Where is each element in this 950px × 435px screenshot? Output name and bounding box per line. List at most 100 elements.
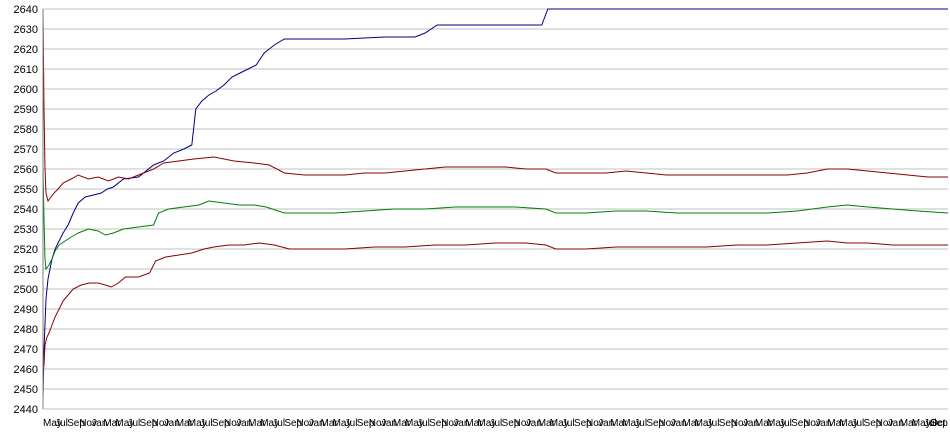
x-tick-label: May (115, 418, 134, 429)
y-tick-label: 2470 (14, 344, 38, 356)
x-tick-label: Jan (91, 418, 107, 429)
x-tick-label: Nov (152, 418, 170, 429)
x-tick-label: May (333, 418, 352, 429)
series-line-4 (42, 240, 948, 370)
x-tick-label: Jan (381, 418, 397, 429)
x-tick-label: Sep (864, 418, 882, 429)
x-tick-label: May (912, 418, 931, 429)
x-tick-label: Jul (272, 418, 285, 429)
x-tick-label: Mar (321, 418, 339, 429)
x-tick-label: Mar (610, 418, 628, 429)
x-tick-label: Mar (176, 418, 194, 429)
x-tick-label: Jul (924, 418, 937, 429)
x-tick-label: Oct (930, 418, 946, 429)
x-tick-label: May (550, 418, 569, 429)
series-line-3 (42, 166, 949, 271)
x-tick-label: May (260, 418, 279, 429)
x-tick-label: Nov (876, 418, 894, 429)
x-tick-label: Nov (731, 418, 749, 429)
x-tick-label: Sep (67, 418, 85, 429)
y-tick-label: 2460 (14, 364, 38, 376)
x-tick-label: Sep (284, 418, 302, 429)
x-tick-label: Jul (127, 418, 140, 429)
x-tick-label: May (188, 418, 207, 429)
x-tick-label: Jul (851, 418, 864, 429)
x-tick-label: Mar (755, 418, 773, 429)
x-tick-label: Nov (586, 418, 604, 429)
x-tick-label: Jan (453, 418, 469, 429)
x-tick-label: Mar (683, 418, 701, 429)
x-tick-label: Nov (803, 418, 821, 429)
x-tick-label: Jan (526, 418, 542, 429)
y-tick-label: 2440 (14, 404, 38, 416)
y-tick-label: 2500 (14, 284, 38, 296)
series-line-2 (42, 8, 948, 203)
x-tick-label: Nov (296, 418, 314, 429)
y-gridlines (43, 8, 948, 410)
y-tick-label: 2550 (14, 184, 38, 196)
x-tick-label: May (405, 418, 424, 429)
x-tick-label: Sep (930, 418, 948, 429)
x-tick-label: Jul (200, 418, 213, 429)
x-tick-label: Sep (791, 418, 809, 429)
y-tick-label: 2560 (14, 164, 38, 176)
y-tick-label: 2540 (14, 204, 38, 216)
x-tick-label: Nov (224, 418, 242, 429)
y-tick-label: 2520 (14, 244, 38, 256)
y-tick-label: 2490 (14, 304, 38, 316)
y-tick-label: 2530 (14, 224, 38, 236)
x-tick-label: May (622, 418, 641, 429)
x-tick-label: Mar (900, 418, 918, 429)
x-tick-label: Jul (779, 418, 792, 429)
x-tick-label: Mar (465, 418, 483, 429)
x-tick-label: Nov (441, 418, 459, 429)
x-tick-label: May (477, 418, 496, 429)
x-tick-label: Sep (719, 418, 737, 429)
x-tick-label: Nov (79, 418, 97, 429)
y-tick-label: 2620 (14, 44, 38, 56)
x-tick-label: Mar (103, 418, 121, 429)
x-tick-label: Mar (248, 418, 266, 429)
x-tick-label: Jan (815, 418, 831, 429)
x-tick-label: Jul (562, 418, 575, 429)
x-tick-label: Mar (538, 418, 556, 429)
x-tick-label: Jan (308, 418, 324, 429)
y-tick-label: 2480 (14, 324, 38, 336)
y-tick-label: 2450 (14, 384, 38, 396)
x-tick-label: Sep (357, 418, 375, 429)
y-tick-label: 2510 (14, 264, 38, 276)
x-tick-label: Jul (489, 418, 502, 429)
x-tick-label: May (43, 418, 62, 429)
x-tick-label: Jan (743, 418, 759, 429)
x-tick-label: Jan (598, 418, 614, 429)
x-tick-label: Mar (827, 418, 845, 429)
y-tick-label: 2630 (14, 24, 38, 36)
y-tick-label: 2600 (14, 84, 38, 96)
x-tick-label: Jan (888, 418, 904, 429)
x-tick-label: Jul (707, 418, 720, 429)
x-tick-label: Sep (429, 418, 447, 429)
x-tick-label: Nov (369, 418, 387, 429)
y-axis-tick-labels: 2440 2450 2460 2470 2480 2490 2500 2510 2520 2530… (14, 4, 38, 416)
x-tick-label: Jan (164, 418, 180, 429)
x-tick-label: Nov (514, 418, 532, 429)
series-line-1 (42, 8, 948, 400)
x-tick-label: May (839, 418, 858, 429)
x-tick-label: Jul (345, 418, 358, 429)
y-tick-label: 2570 (14, 144, 38, 156)
y-tick-label: 2590 (14, 104, 38, 116)
x-tick-label: May (695, 418, 714, 429)
series-lines (42, 8, 949, 400)
x-tick-label: Nov (658, 418, 676, 429)
x-tick-label: Sep (574, 418, 592, 429)
x-tick-label: Jul (417, 418, 430, 429)
y-tick-label: 2640 (14, 4, 38, 16)
y-tick-label: 2580 (14, 124, 38, 136)
x-tick-label: Jan (670, 418, 686, 429)
x-tick-label: Sep (140, 418, 158, 429)
x-tick-label: Jul (55, 418, 68, 429)
y-tick-label: 2610 (14, 64, 38, 76)
